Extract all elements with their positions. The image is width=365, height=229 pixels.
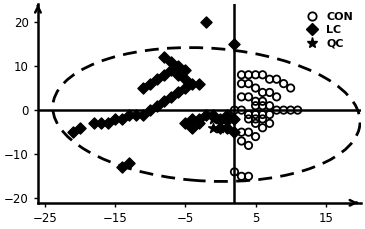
Point <box>239 82 245 85</box>
Point <box>253 135 258 138</box>
Point <box>253 73 258 77</box>
Point <box>70 130 76 134</box>
Point <box>246 130 251 134</box>
Point <box>140 113 146 116</box>
Point <box>239 73 245 77</box>
Point <box>239 174 245 178</box>
Point <box>119 166 125 169</box>
Point <box>189 82 195 85</box>
Point <box>274 95 280 99</box>
Point <box>253 122 258 125</box>
Point <box>119 117 125 121</box>
Point <box>211 117 216 121</box>
Point <box>147 108 153 112</box>
Point <box>260 113 265 116</box>
Point <box>267 122 273 125</box>
Point <box>260 99 265 103</box>
Point <box>231 117 237 121</box>
Point <box>218 126 223 130</box>
Point <box>126 161 132 165</box>
Point <box>267 113 273 116</box>
Point <box>196 122 202 125</box>
Point <box>161 99 167 103</box>
Point <box>231 42 237 46</box>
Point <box>140 86 146 90</box>
Point <box>154 104 160 108</box>
Point <box>295 108 301 112</box>
Point <box>246 113 251 116</box>
Point <box>189 117 195 121</box>
Legend: CON, LC, QC: CON, LC, QC <box>299 10 355 51</box>
Point <box>231 170 237 174</box>
Point <box>253 117 258 121</box>
Point <box>133 113 139 116</box>
Point <box>239 95 245 99</box>
Point <box>246 174 251 178</box>
Point <box>168 68 174 72</box>
Point <box>196 82 202 85</box>
Point <box>253 86 258 90</box>
Point <box>176 73 181 77</box>
Point <box>189 126 195 130</box>
Point <box>168 60 174 63</box>
Point <box>182 86 188 90</box>
Point <box>204 113 210 116</box>
Point <box>224 122 230 125</box>
Point <box>246 73 251 77</box>
Point <box>182 68 188 72</box>
Point <box>231 108 237 112</box>
Point <box>204 20 210 24</box>
Point <box>246 144 251 147</box>
Point <box>239 108 245 112</box>
Point <box>274 77 280 81</box>
Point <box>288 86 293 90</box>
Point <box>211 113 216 116</box>
Point <box>218 117 223 121</box>
Point <box>182 77 188 81</box>
Point <box>126 113 132 116</box>
Point <box>267 104 273 108</box>
Point <box>224 117 230 121</box>
Point <box>281 82 287 85</box>
Point <box>154 77 160 81</box>
Point <box>147 82 153 85</box>
Point <box>281 108 287 112</box>
Point <box>161 73 167 77</box>
Point <box>253 99 258 103</box>
Point <box>176 91 181 94</box>
Point <box>105 122 111 125</box>
Point <box>176 64 181 68</box>
Point <box>260 117 265 121</box>
Point <box>267 91 273 94</box>
Point <box>239 130 245 134</box>
Point <box>77 126 83 130</box>
Point <box>161 55 167 59</box>
Point <box>253 113 258 116</box>
Point <box>246 117 251 121</box>
Point <box>288 108 293 112</box>
Point <box>246 95 251 99</box>
Point <box>274 108 280 112</box>
Point <box>260 126 265 130</box>
Point <box>224 126 230 130</box>
Point <box>98 122 104 125</box>
Point <box>168 95 174 99</box>
Point <box>260 104 265 108</box>
Point <box>253 104 258 108</box>
Point <box>267 77 273 81</box>
Point <box>260 73 265 77</box>
Point <box>211 126 216 130</box>
Point <box>182 122 188 125</box>
Point <box>224 113 230 116</box>
Point <box>91 122 97 125</box>
Point <box>218 122 223 125</box>
Point <box>246 82 251 85</box>
Point <box>239 139 245 143</box>
Point <box>231 130 237 134</box>
Point <box>218 126 223 130</box>
Point <box>112 117 118 121</box>
Point <box>260 91 265 94</box>
Point <box>196 117 202 121</box>
